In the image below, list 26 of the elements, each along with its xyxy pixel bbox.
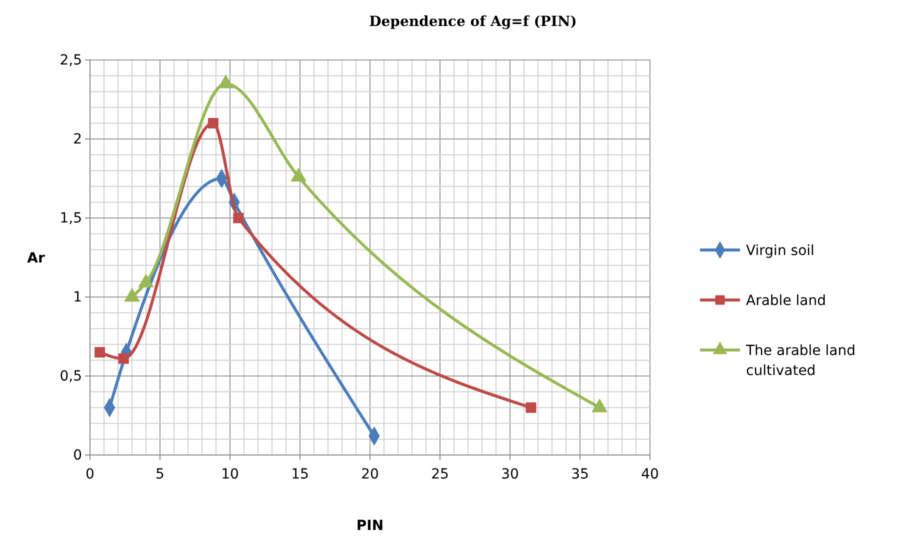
- y-tick-label: 1,5: [60, 210, 82, 226]
- x-tick-label: 20: [361, 466, 379, 482]
- x-tick-label: 5: [156, 466, 164, 482]
- point: [526, 402, 536, 413]
- x-tick-label: 35: [571, 466, 589, 482]
- legend-label: The arable land cultivated: [745, 343, 856, 379]
- x-axis-title: PIN: [356, 518, 384, 534]
- point: [118, 353, 129, 364]
- legend-label: Arable land: [746, 293, 826, 309]
- x-tick-label: 10: [221, 466, 239, 482]
- chart-title: Dependence of Ag=f (PIN): [369, 14, 577, 30]
- x-tick-label: 30: [501, 466, 519, 482]
- x-tick-label: 15: [291, 466, 309, 482]
- x-tick-label: 25: [431, 466, 449, 482]
- point: [94, 347, 106, 358]
- y-tick-label: 2: [73, 131, 82, 148]
- legend-label: Virgin soil: [746, 243, 814, 259]
- y-tick-label: 0,5: [60, 368, 82, 384]
- point: [233, 212, 244, 224]
- y-tick-label: 2,5: [60, 52, 82, 68]
- y-axis-title: Ar: [27, 250, 45, 266]
- y-tick-label: 0: [73, 447, 82, 464]
- y-tick-label: 1: [73, 289, 82, 306]
- x-tick-label: 40: [641, 466, 659, 482]
- x-tick-label: 0: [86, 466, 94, 482]
- point: [208, 118, 218, 128]
